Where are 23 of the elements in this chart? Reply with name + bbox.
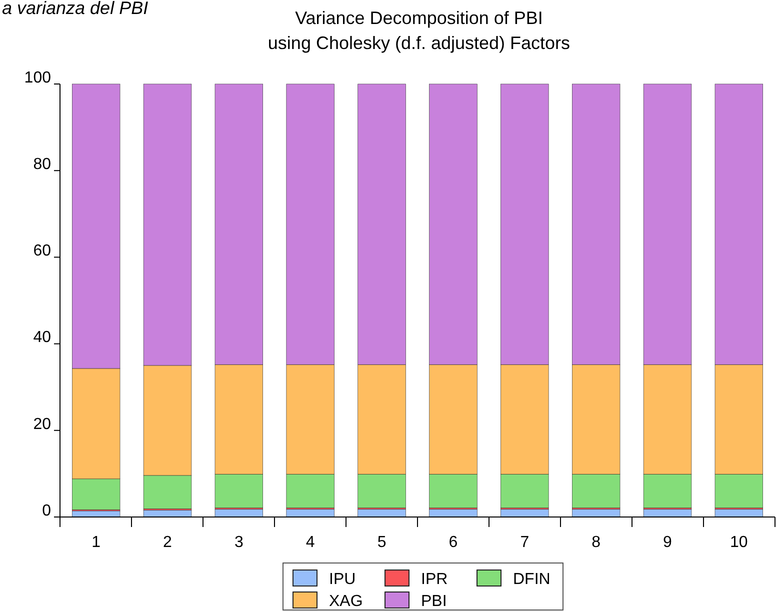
y-tick-label: 20 (33, 416, 52, 433)
x-tick-label: 10 (730, 534, 748, 551)
x-tick-label: 5 (377, 534, 386, 551)
y-tick-label: 100 (24, 69, 52, 86)
legend-label: IPR (421, 571, 448, 588)
legend-label: IPU (329, 571, 356, 588)
x-tick-label: 4 (306, 534, 315, 551)
x-tick-label: 1 (92, 534, 101, 551)
text: a varianza del PBI (2, 0, 148, 18)
legend-label: PBI (421, 593, 447, 610)
legend-label: XAG (329, 593, 363, 610)
x-tick-label: 6 (448, 534, 458, 551)
y-tick-label: 80 (33, 156, 52, 173)
y-tick-label: 0 (42, 502, 52, 520)
y-tick-label: 40 (33, 329, 52, 346)
x-tick-label: 7 (520, 534, 530, 551)
x-tick-label: 8 (592, 534, 601, 551)
chart-title: Variance Decomposition of PBI using Cholesky (d.f. adjusted) Factors (268, 8, 570, 53)
x-tick-label: 3 (234, 534, 244, 551)
x-tick-label: 2 (163, 534, 172, 551)
legend-label: DFIN (513, 571, 550, 588)
y-tick-label: 60 (33, 242, 52, 260)
x-tick-label: 9 (663, 534, 672, 551)
